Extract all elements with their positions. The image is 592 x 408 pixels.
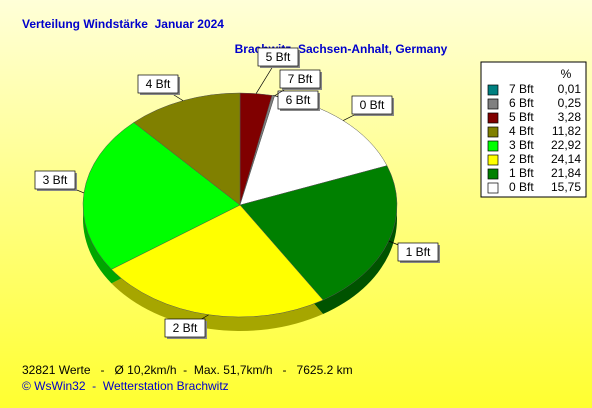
slice [111, 204, 324, 318]
slice-label: 3 Bft [43, 173, 68, 187]
slice [239, 165, 398, 301]
label-box [257, 47, 299, 67]
legend-value: 11,82 [552, 124, 581, 138]
legend-label: 6 Bft [509, 96, 534, 110]
label-box [137, 74, 179, 94]
legend-label: 4 Bft [509, 124, 534, 138]
slice-label: 0 Bft [360, 98, 385, 112]
legend-label: 7 Bft [509, 82, 534, 96]
label-box [34, 170, 76, 190]
slice-label: 5 Bft [266, 50, 291, 64]
label-box [279, 69, 321, 89]
label-box [397, 242, 439, 262]
slice-label: 2 Bft [173, 321, 198, 335]
credit: © WsWin32 - Wetterstation Brachwitz [22, 379, 229, 393]
legend-value: 22,92 [551, 138, 581, 152]
slice-label: 6 Bft [286, 93, 311, 107]
legend-value: 0,25 [558, 96, 582, 110]
legend-value: 24,14 [551, 152, 581, 166]
legend-swatch [487, 112, 499, 124]
legend-label: 2 Bft [509, 152, 534, 166]
footer: 32821 Werte - Ø 10,2km/h - Max. 51,7km/h… [22, 363, 353, 377]
slice-label: 1 Bft [406, 245, 431, 259]
label-box [277, 90, 319, 110]
legend-value: 21,84 [551, 166, 581, 180]
legend-label: 0 Bft [509, 180, 534, 194]
legend-swatch [487, 168, 499, 180]
legend-swatch [487, 140, 499, 152]
legend-box [480, 61, 587, 198]
slice-label: 7 Bft [288, 72, 313, 86]
label-box [164, 318, 206, 338]
legend-swatch [487, 182, 499, 194]
legend-swatch [487, 154, 499, 166]
legend-swatch [487, 84, 499, 96]
legend-value: 3,28 [558, 110, 582, 124]
legend-label: 3 Bft [509, 138, 534, 152]
legend-header: % [561, 67, 572, 81]
slice-label: 4 Bft [146, 77, 171, 91]
legend-label: 1 Bft [509, 166, 534, 180]
legend-swatch [487, 126, 499, 138]
legend-value: 15,75 [551, 180, 581, 194]
slice [133, 92, 241, 206]
chart-title: Verteilung Windstärke Januar 2024 [22, 17, 224, 31]
legend-value: 0,01 [558, 82, 582, 96]
legend-label: 5 Bft [509, 110, 534, 124]
legend-swatch [487, 98, 499, 110]
label-box [351, 95, 393, 115]
